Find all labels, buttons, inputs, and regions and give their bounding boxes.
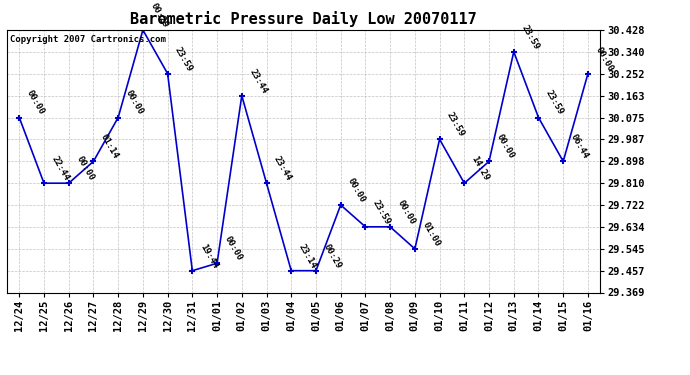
Text: 00:00: 00:00 (223, 235, 244, 262)
Text: 23:59: 23:59 (445, 111, 466, 138)
Text: 00:00: 00:00 (124, 89, 145, 117)
Text: 06:44: 06:44 (569, 133, 590, 160)
Text: 00:00: 00:00 (593, 45, 615, 73)
Text: 14:29: 14:29 (470, 154, 491, 182)
Text: 00:00: 00:00 (25, 89, 46, 117)
Text: 23:14: 23:14 (297, 242, 318, 270)
Text: 01:14: 01:14 (99, 133, 120, 160)
Text: 23:59: 23:59 (520, 23, 540, 51)
Text: 01:00: 01:00 (420, 220, 442, 248)
Text: 00:00: 00:00 (395, 198, 417, 226)
Text: 19:44: 19:44 (198, 242, 219, 270)
Text: 22:44: 22:44 (50, 154, 71, 182)
Text: 00:00: 00:00 (75, 154, 95, 182)
Text: 00:00: 00:00 (495, 133, 516, 160)
Text: Copyright 2007 Cartronics.com: Copyright 2007 Cartronics.com (10, 35, 166, 44)
Title: Barometric Pressure Daily Low 20070117: Barometric Pressure Daily Low 20070117 (130, 12, 477, 27)
Text: 00:29: 00:29 (322, 242, 343, 270)
Text: 00:00: 00:00 (346, 177, 368, 204)
Text: 23:44: 23:44 (272, 154, 293, 182)
Text: 23:59: 23:59 (173, 45, 195, 73)
Text: 00:29: 00:29 (148, 2, 170, 29)
Text: 23:59: 23:59 (544, 89, 565, 117)
Text: 23:59: 23:59 (371, 198, 392, 226)
Text: 23:44: 23:44 (247, 67, 268, 95)
